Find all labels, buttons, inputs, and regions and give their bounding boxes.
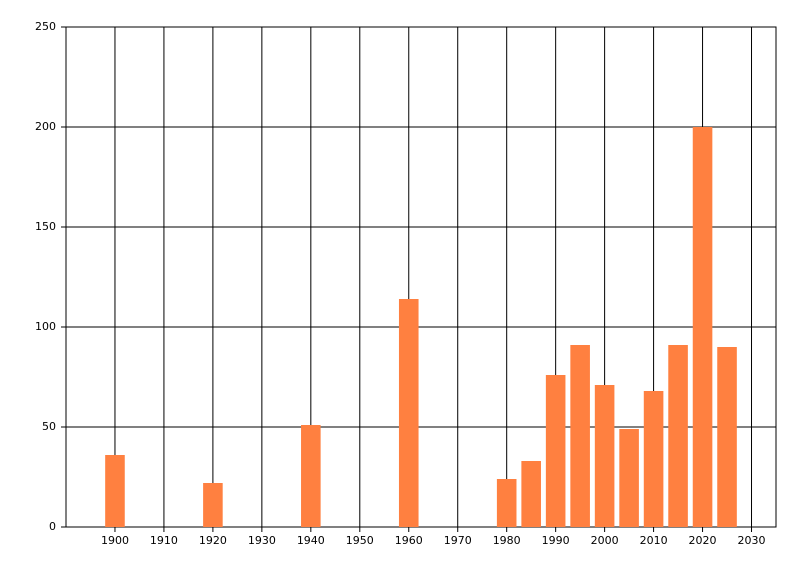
bar [594,385,615,527]
bar [545,375,566,527]
plot-border [65,26,777,528]
bar [398,299,419,527]
x-tick-label: 1960 [395,534,423,547]
x-tick-label: 1980 [493,534,521,547]
bar [717,347,737,527]
bar [203,483,223,527]
x-tick-label: 2030 [738,534,766,547]
bar [301,425,321,527]
x-tick-label: 1910 [150,534,178,547]
bar [570,345,590,527]
bar [521,461,541,527]
bar [105,455,125,527]
x-tick-label: 2010 [640,534,668,547]
y-tick-label: 200 [35,120,56,133]
y-tick-label: 150 [35,220,56,233]
y-tick-label: 0 [49,520,56,533]
y-tick-label: 250 [35,20,56,33]
x-tick-label: 2020 [689,534,717,547]
x-tick-label: 1930 [248,534,276,547]
bar [692,127,713,527]
x-tick-label: 2000 [591,534,619,547]
bar [496,479,517,527]
x-tick-label: 1950 [346,534,374,547]
bar [619,429,639,527]
y-tick-label: 50 [42,420,56,433]
bar [643,391,664,527]
x-tick-label: 1900 [101,534,129,547]
bar [668,345,688,527]
x-tick-label: 1970 [444,534,472,547]
x-tick-label: 1990 [542,534,570,547]
y-tick-label: 100 [35,320,56,333]
x-tick-label: 1940 [297,534,325,547]
x-tick-label: 1920 [199,534,227,547]
